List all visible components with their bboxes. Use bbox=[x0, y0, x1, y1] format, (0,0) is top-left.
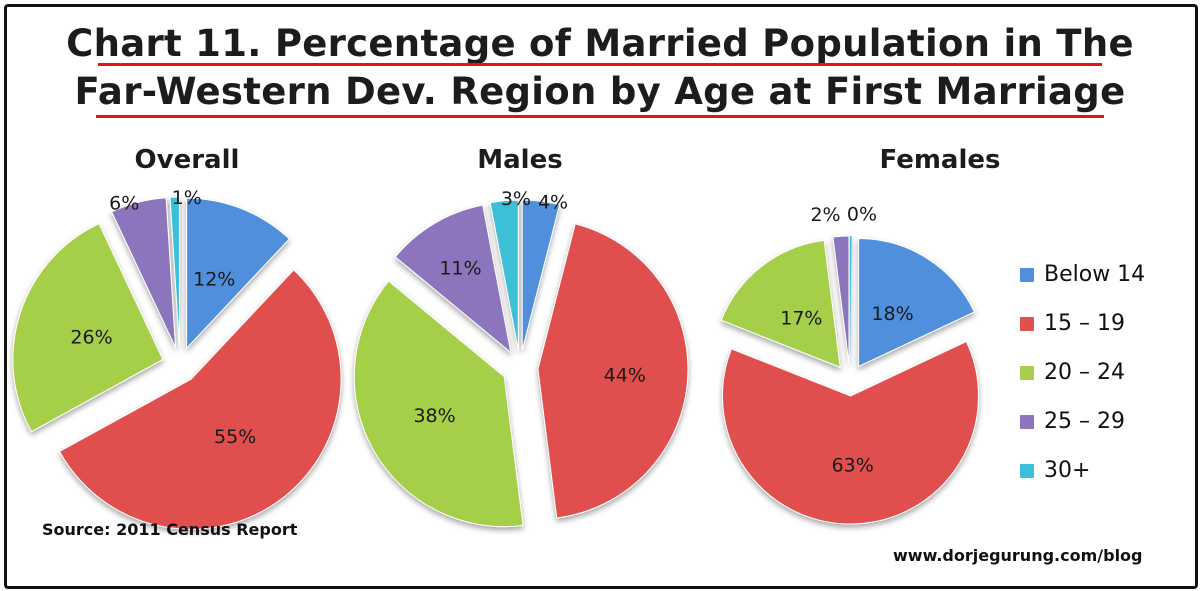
data-label-30: 1% bbox=[172, 187, 202, 209]
slice-15-19 bbox=[537, 223, 689, 519]
data-label-below-14: 4% bbox=[538, 191, 568, 213]
pie-males bbox=[353, 199, 689, 528]
pie-title-males: Males bbox=[477, 145, 563, 175]
pie-title-females: Females bbox=[879, 145, 1001, 175]
data-label-25-29: 6% bbox=[109, 192, 139, 214]
legend-swatch bbox=[1020, 414, 1034, 429]
slice-below-14 bbox=[521, 199, 561, 351]
data-label-25-29: 2% bbox=[810, 204, 840, 226]
data-label-15-19: 44% bbox=[604, 365, 646, 387]
slice-30 bbox=[169, 196, 180, 348]
slice-30 bbox=[850, 236, 852, 364]
legend-label: 30+ bbox=[1044, 458, 1091, 483]
slice-25-29 bbox=[110, 197, 177, 348]
legend-item-20-24: 20 – 24 bbox=[1020, 348, 1145, 397]
slice-25-29 bbox=[832, 235, 850, 365]
legend-swatch bbox=[1020, 463, 1034, 478]
data-label-20-24: 17% bbox=[780, 307, 822, 329]
data-label-25-29: 11% bbox=[439, 257, 481, 279]
chart-title-line1: Chart 11. Percentage of Married Populati… bbox=[66, 22, 1134, 65]
legend-label: 15 – 19 bbox=[1044, 311, 1125, 336]
legend-item-30plus: 30+ bbox=[1020, 446, 1145, 495]
slice-15-19 bbox=[722, 340, 980, 525]
legend: Below 14 15 – 19 20 – 24 25 – 29 30+ bbox=[1020, 250, 1145, 495]
data-label-15-19: 55% bbox=[214, 426, 256, 448]
legend-item-25-29: 25 – 29 bbox=[1020, 397, 1145, 446]
legend-label: Below 14 bbox=[1044, 262, 1146, 287]
slice-below-14 bbox=[186, 197, 291, 350]
data-label-30: 3% bbox=[501, 188, 531, 210]
title-underline-2 bbox=[96, 115, 1104, 118]
slice-20-24 bbox=[720, 239, 841, 369]
legend-swatch bbox=[1020, 267, 1034, 282]
legend-item-below14: Below 14 bbox=[1020, 250, 1145, 299]
slice-below-14 bbox=[858, 237, 976, 368]
data-label-below-14: 12% bbox=[193, 269, 235, 291]
pie-overall bbox=[12, 196, 342, 530]
slice-25-29 bbox=[394, 204, 512, 354]
pie-females bbox=[720, 235, 980, 525]
data-label-30: 0% bbox=[847, 204, 877, 226]
legend-label: 20 – 24 bbox=[1044, 360, 1125, 385]
data-label-20-24: 26% bbox=[70, 326, 112, 348]
slice-30 bbox=[489, 199, 519, 351]
data-label-20-24: 38% bbox=[413, 405, 455, 427]
slice-20-24 bbox=[12, 223, 164, 433]
data-label-15-19: 63% bbox=[832, 454, 874, 476]
slice-15-19 bbox=[58, 269, 342, 530]
pie-title-overall: Overall bbox=[134, 145, 240, 175]
title-underline-1 bbox=[98, 63, 1102, 66]
data-label-below-14: 18% bbox=[871, 303, 913, 325]
legend-swatch bbox=[1020, 365, 1034, 380]
legend-swatch bbox=[1020, 316, 1034, 331]
chart-title-line2: Far-Western Dev. Region by Age at First … bbox=[74, 70, 1126, 113]
slice-20-24 bbox=[353, 280, 524, 528]
website-credit: www.dorjegurung.com/blog bbox=[893, 546, 1143, 565]
legend-item-15-19: 15 – 19 bbox=[1020, 299, 1145, 348]
source-note: Source: 2011 Census Report bbox=[42, 520, 298, 539]
legend-label: 25 – 29 bbox=[1044, 409, 1125, 434]
